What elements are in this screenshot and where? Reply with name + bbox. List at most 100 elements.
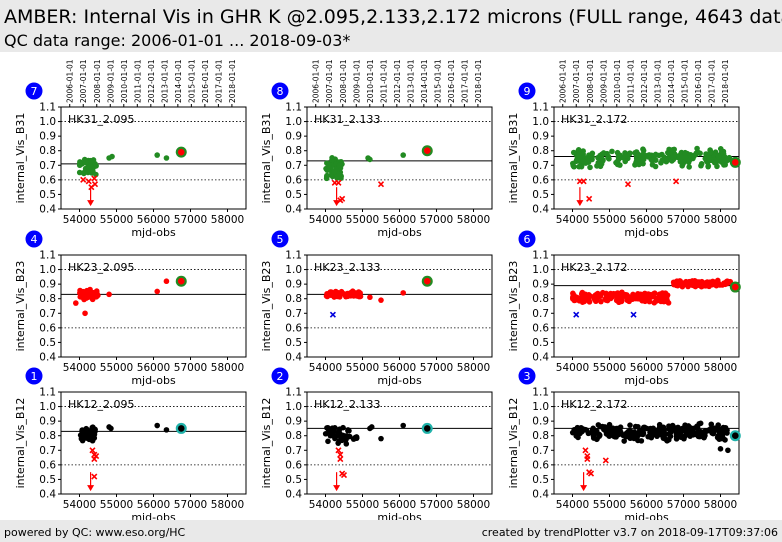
y-tick-label: 1.1 [39, 102, 56, 114]
data-point [649, 157, 655, 164]
date-tick-label: 2008-01-01 [339, 59, 348, 103]
outlier-cross [582, 447, 589, 454]
data-point [669, 147, 676, 153]
data-point [571, 297, 578, 303]
x-tick-label: 54000 [556, 362, 589, 374]
y-tick-label: 0.5 [39, 337, 56, 349]
x-tick-label: 57000 [667, 499, 700, 511]
outlier-cross [93, 453, 100, 460]
x-tick-label: 54000 [309, 214, 342, 226]
data-point [627, 422, 633, 428]
plot-frame [553, 254, 740, 358]
data-point [695, 149, 701, 156]
chart-panel-9: 0.4 0.5 0.6 0.7 0.8 0.9 1.0 1.1 54000 55000 56000 5… [507, 59, 741, 239]
x-tick-label: 55000 [593, 362, 626, 374]
data-point [336, 162, 343, 169]
date-tick-label: 2018-01-01 [721, 59, 730, 103]
y-tick-label: 0.9 [285, 131, 302, 143]
y-tick-label: 0.5 [285, 337, 302, 349]
last-point [177, 425, 185, 432]
data-point [601, 426, 607, 433]
data-point [686, 157, 693, 163]
x-tick-label: 57000 [174, 499, 207, 511]
data-point [582, 292, 589, 299]
data-point [657, 294, 663, 301]
data-point [652, 163, 659, 170]
y-tick-label: 1.0 [285, 401, 302, 413]
date-tick-label: 2009-01-01 [599, 59, 608, 103]
outlier-cross [89, 447, 96, 454]
x-tick-label: 58000 [211, 499, 244, 511]
data-point [378, 297, 384, 303]
x-tick-label: 56000 [137, 499, 170, 511]
y-tick-label: 0.9 [532, 131, 549, 143]
data-point [697, 420, 704, 427]
data-point [635, 437, 641, 444]
x-tick-label: 57000 [667, 214, 700, 226]
data-point [725, 447, 731, 454]
data-point [670, 154, 677, 160]
outlier-cross [339, 195, 346, 202]
data-point [689, 282, 696, 289]
data-point [672, 427, 679, 433]
panel-badge [271, 367, 289, 385]
x-tick-label: 58000 [704, 214, 737, 226]
x-tick-label: 56000 [630, 214, 663, 226]
data-point [589, 156, 595, 163]
data-point [595, 422, 602, 428]
date-tick-label: 2012-01-01 [147, 59, 156, 103]
data-point [400, 290, 407, 296]
data-point [367, 294, 373, 301]
y-tick-label: 0.5 [285, 474, 302, 486]
panel-badge-number: 7 [31, 85, 38, 98]
data-point [698, 160, 705, 167]
x-axis-label: mjd-obs [624, 226, 669, 239]
data-point [329, 154, 335, 161]
y-axis-label: internal_Vis_B23 [260, 261, 273, 352]
y-tick-label: 0.4 [285, 204, 302, 216]
y-tick-label: 0.9 [39, 131, 56, 143]
date-tick-label: 2006-01-01 [559, 59, 568, 103]
y-tick-label: 0.8 [285, 145, 302, 157]
panel-label: HK31_2.172 [561, 113, 627, 126]
outlier-cross [580, 178, 587, 185]
data-point [587, 293, 593, 299]
outlier-cross [586, 195, 593, 202]
date-tick-label: 2014-01-01 [174, 59, 183, 103]
panel-label: HK12_2.095 [68, 398, 134, 411]
panel-badge-number: 8 [277, 85, 284, 98]
x-tick-label: 57000 [667, 362, 700, 374]
outlier-cross [584, 455, 591, 463]
data-point [606, 424, 613, 431]
x-axis-label: mjd-obs [377, 226, 422, 239]
outlier-cross [91, 175, 98, 182]
data-point [598, 155, 605, 162]
outlier-cross [80, 176, 87, 183]
x-tick-label: 56000 [137, 214, 170, 226]
data-point [324, 293, 331, 300]
y-tick-label: 0.5 [285, 189, 302, 201]
data-point [665, 431, 672, 437]
x-tick-label: 58000 [704, 499, 737, 511]
date-tick-label: 2010-01-01 [366, 59, 375, 103]
y-tick-label: 0.6 [39, 322, 56, 334]
data-point [378, 435, 384, 442]
data-point [604, 292, 611, 298]
data-point [682, 154, 689, 161]
last-point [423, 277, 431, 285]
outlier-cross [85, 178, 92, 185]
y-tick-label: 0.8 [532, 293, 549, 305]
data-point [721, 154, 728, 160]
data-point [329, 425, 336, 432]
outlier-cross [91, 181, 99, 188]
x-tick-label: 57000 [174, 214, 207, 226]
clip-arrow-head [580, 485, 588, 492]
data-point [86, 435, 93, 442]
y-tick-label: 0.6 [532, 174, 549, 186]
data-point [706, 283, 712, 290]
panel-label: HK31_2.095 [68, 113, 134, 126]
date-tick-label: 2013-01-01 [653, 59, 662, 103]
data-point [594, 163, 600, 169]
x-tick-label: 56000 [630, 499, 663, 511]
data-point [686, 164, 692, 170]
